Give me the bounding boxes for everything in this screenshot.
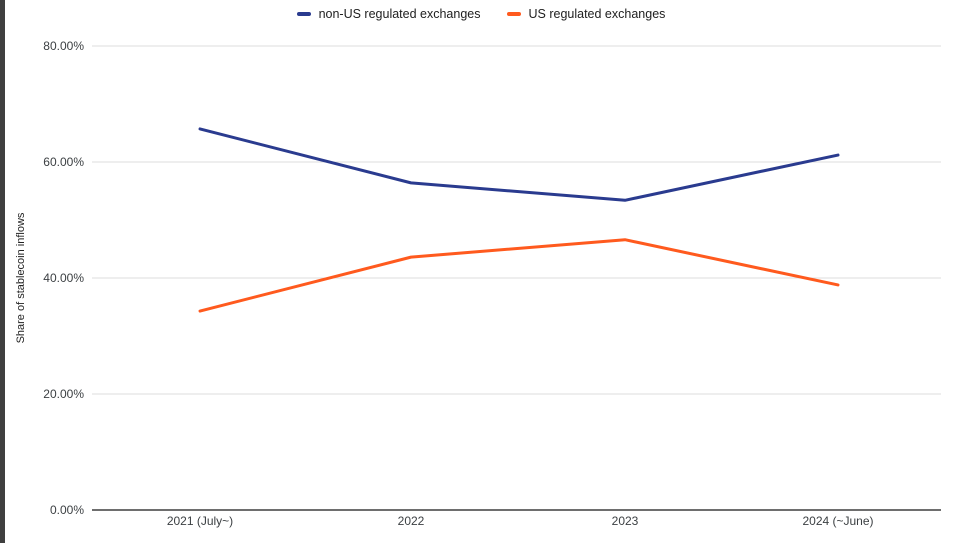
legend-label-us: US regulated exchanges xyxy=(528,7,666,21)
legend-label-non-us: non-US regulated exchanges xyxy=(318,7,481,21)
window-left-border xyxy=(0,0,5,543)
gridlines xyxy=(92,45,941,511)
y-tick-80: 80.00% xyxy=(43,39,84,53)
legend-swatch-non-us xyxy=(296,12,311,16)
x-tick-2024: 2024 (~June) xyxy=(802,514,874,528)
x-tick-2021: 2021 (July~) xyxy=(166,514,234,528)
y-tick-0: 0.00% xyxy=(49,503,84,517)
y-tick-40: 40.00% xyxy=(43,271,84,285)
series-lines xyxy=(198,127,840,313)
legend-item-us: US regulated exchanges xyxy=(506,7,666,21)
legend-swatch-us xyxy=(506,12,521,16)
y-tick-20: 20.00% xyxy=(43,387,84,401)
x-tick-2023: 2023 xyxy=(611,514,639,528)
x-tick-2022: 2022 xyxy=(397,514,425,528)
legend-item-non-us: non-US regulated exchanges xyxy=(296,7,481,21)
y-tick-60: 60.00% xyxy=(43,155,84,169)
y-axis-title: Share of stablecoin inflows xyxy=(15,212,27,344)
chart-legend: non-US regulated exchanges US regulated … xyxy=(0,7,962,21)
